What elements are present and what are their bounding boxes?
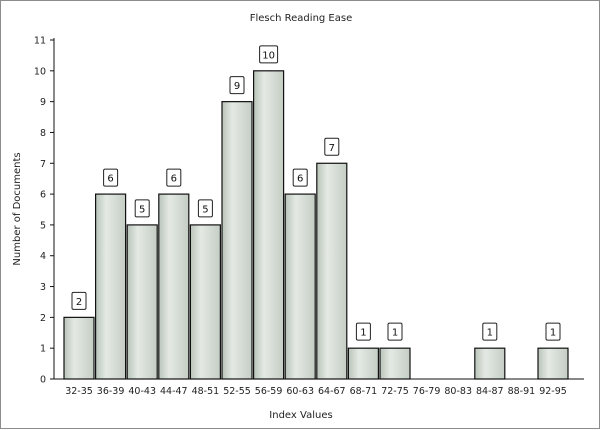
x-tick-label: 40-43 [128, 386, 156, 397]
data-labels: 2 6 5 6 5 9 10 6 7 1 1 1 1 [71, 45, 561, 341]
data-label: 6 [171, 174, 177, 185]
data-label-box [324, 137, 340, 156]
x-tick-label: 48-51 [192, 386, 220, 397]
y-tick-label: 0 [40, 375, 46, 386]
data-label-box [229, 76, 245, 95]
data-label-box [482, 322, 498, 341]
x-tick-label: 76-79 [413, 386, 441, 397]
y-tick-label: 1 [40, 344, 46, 355]
bar [221, 101, 253, 380]
x-tick-label: 72-75 [381, 386, 409, 397]
bar [63, 316, 95, 380]
x-tick-label: 44-47 [160, 386, 188, 397]
bars [63, 70, 569, 380]
y-tick-label: 11 [34, 36, 46, 47]
x-tick-label: 56-59 [255, 386, 283, 397]
data-label: 6 [107, 174, 113, 185]
y-tick-label: 2 [40, 313, 46, 324]
data-label: 5 [202, 204, 208, 215]
x-tick-label: 52-55 [223, 386, 251, 397]
data-label: 10 [262, 50, 275, 61]
data-label: 1 [392, 328, 398, 339]
y-tick-label: 3 [40, 282, 46, 293]
data-label: 2 [76, 297, 82, 308]
data-label-box [259, 45, 279, 64]
bar [347, 347, 379, 380]
x-tick-label: 80-83 [444, 386, 472, 397]
x-tick-label: 64-67 [318, 386, 346, 397]
data-label-box [292, 168, 308, 187]
chart-title: Flesch Reading Ease [250, 13, 353, 24]
data-label-box [197, 199, 213, 218]
y-tick-label: 6 [40, 190, 46, 201]
x-tick-label: 92-95 [539, 386, 567, 397]
data-label: 9 [234, 81, 240, 92]
y-tick-label: 9 [40, 97, 46, 108]
y-tick-label: 4 [40, 251, 46, 262]
bar [253, 70, 285, 380]
data-label: 1 [360, 328, 366, 339]
data-label: 1 [487, 328, 493, 339]
bar [94, 193, 127, 380]
bar [474, 347, 506, 380]
x-tick-label: 84-87 [476, 386, 504, 397]
y-tick-label: 7 [40, 159, 46, 170]
bar [189, 224, 221, 380]
data-label-box [355, 322, 371, 341]
data-label-box [387, 322, 403, 341]
y-tick-label: 5 [40, 220, 46, 231]
x-tick-label: 68-71 [350, 386, 378, 397]
y-axis-label: Number of Documents [12, 152, 23, 265]
data-label-box [71, 291, 87, 310]
bar [537, 347, 569, 380]
data-label-box [166, 168, 182, 187]
bar [126, 224, 158, 380]
bar [284, 193, 316, 380]
data-label: 5 [139, 204, 145, 215]
data-label-box [103, 168, 119, 187]
x-tick-label: 60-63 [286, 386, 314, 397]
x-tick-label: 36-39 [97, 386, 125, 397]
data-label-box [545, 322, 561, 341]
x-axis-label: Index Values [269, 410, 332, 421]
y-tick-label: 10 [34, 66, 46, 77]
bar [316, 162, 348, 380]
data-label: 7 [329, 143, 335, 154]
data-label: 6 [297, 174, 303, 185]
x-tick-label: 32-35 [65, 386, 93, 397]
bar [379, 347, 411, 380]
y-tick-label: 8 [40, 128, 46, 139]
bar [158, 193, 190, 380]
data-label: 1 [550, 328, 556, 339]
x-tick-label: 88-91 [508, 386, 536, 397]
data-label-box [134, 199, 150, 218]
